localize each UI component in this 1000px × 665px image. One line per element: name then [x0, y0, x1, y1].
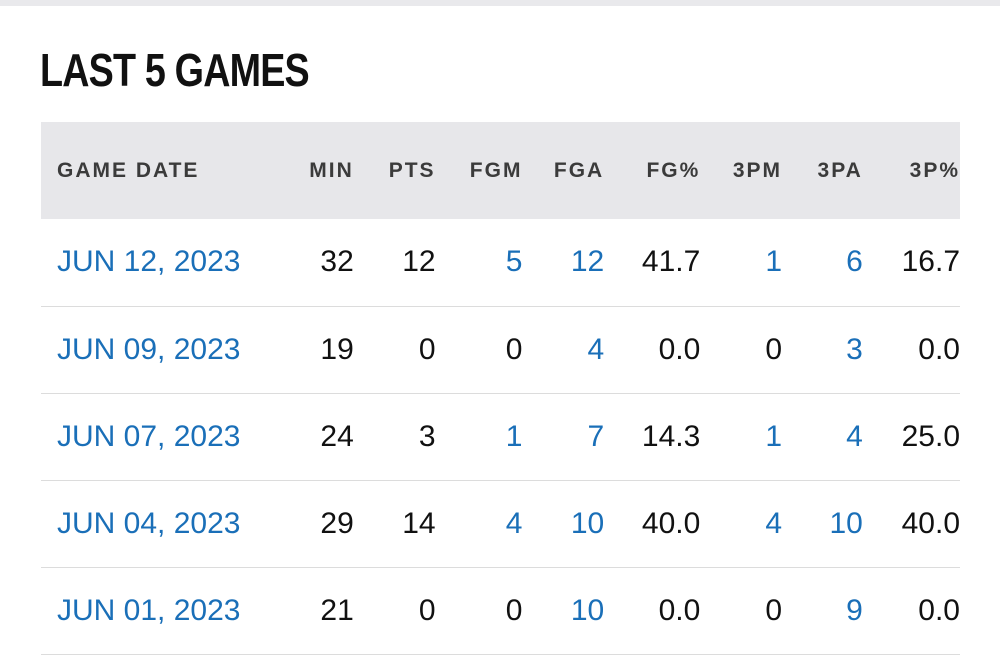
cell-fg-pct: 41.7 — [641, 245, 701, 279]
cell-3p-pct: 0.0 — [918, 332, 960, 366]
table-row: JUN 12, 2023 32 12 5 12 41.7 1 6 16.7 — [41, 219, 960, 306]
fga-link[interactable]: 12 — [570, 245, 605, 279]
3pm-link[interactable]: 1 — [765, 245, 783, 279]
3pa-link[interactable]: 9 — [846, 593, 863, 627]
section-title: LAST 5 GAMES — [40, 44, 310, 96]
cell-3pm: 0 — [765, 593, 783, 627]
3pm-link[interactable]: 4 — [765, 506, 783, 540]
header-min[interactable]: MIN — [309, 158, 354, 182]
header-row: GAME DATE MIN PTS FGM FGA FG% 3PM 3PA 3P… — [41, 122, 960, 219]
table-header: GAME DATE MIN PTS FGM FGA FG% 3PM 3PA 3P… — [41, 122, 960, 219]
fgm-link[interactable]: 4 — [505, 506, 523, 540]
cell-pts: 0 — [418, 593, 436, 627]
header-3pa[interactable]: 3PA — [817, 158, 863, 182]
cell-3p-pct: 25.0 — [901, 419, 960, 453]
game-date-link[interactable]: JUN 01, 2023 — [57, 593, 241, 627]
3pa-link[interactable]: 4 — [846, 419, 863, 453]
cell-3pm: 0 — [765, 332, 783, 366]
table-row: JUN 04, 2023 29 14 4 10 40.0 4 10 40.0 — [41, 480, 960, 567]
table-row: JUN 07, 2023 24 3 1 7 14.3 1 4 25.0 — [41, 393, 960, 480]
3pa-link[interactable]: 10 — [829, 506, 863, 540]
header-fg-pct[interactable]: FG% — [646, 158, 701, 182]
game-date-link[interactable]: JUN 12, 2023 — [57, 245, 241, 279]
cell-min: 32 — [320, 245, 354, 279]
cell-pts: 3 — [418, 419, 436, 453]
header-fga[interactable]: FGA — [553, 158, 605, 182]
cell-fg-pct: 14.3 — [641, 419, 701, 453]
cell-min: 19 — [320, 332, 354, 366]
fgm-link[interactable]: 5 — [505, 245, 523, 279]
cell-fg-pct: 0.0 — [658, 332, 701, 366]
fga-link[interactable]: 4 — [587, 332, 605, 366]
last-games-table: GAME DATE MIN PTS FGM FGA FG% 3PM 3PA 3P… — [41, 122, 960, 655]
game-date-link[interactable]: JUN 09, 2023 — [57, 332, 241, 366]
cell-fg-pct: 0.0 — [658, 593, 701, 627]
header-game-date[interactable]: GAME DATE — [57, 158, 200, 182]
cell-pts: 12 — [402, 245, 436, 279]
fga-link[interactable]: 10 — [570, 506, 605, 540]
cell-min: 21 — [320, 593, 354, 627]
cell-3p-pct: 40.0 — [901, 506, 960, 540]
game-date-link[interactable]: JUN 04, 2023 — [57, 506, 241, 540]
cell-fgm: 0 — [505, 332, 523, 366]
cell-min: 24 — [320, 419, 354, 453]
cell-pts: 0 — [418, 332, 436, 366]
header-fgm[interactable]: FGM — [469, 158, 523, 182]
cell-3p-pct: 0.0 — [918, 593, 960, 627]
header-3pm[interactable]: 3PM — [732, 158, 783, 182]
cell-fgm: 0 — [505, 593, 523, 627]
cell-pts: 14 — [402, 506, 436, 540]
top-divider — [0, 0, 1000, 6]
table-row: JUN 01, 2023 21 0 0 10 0.0 0 9 0.0 — [41, 567, 960, 654]
3pa-link[interactable]: 3 — [846, 332, 863, 366]
3pa-link[interactable]: 6 — [846, 245, 863, 279]
header-pts[interactable]: PTS — [388, 158, 436, 182]
table-body: JUN 12, 2023 32 12 5 12 41.7 1 6 16.7 JU… — [41, 219, 960, 654]
cell-min: 29 — [320, 506, 354, 540]
cell-fg-pct: 40.0 — [641, 506, 701, 540]
table-row: JUN 09, 2023 19 0 0 4 0.0 0 3 0.0 — [41, 306, 960, 393]
fga-link[interactable]: 10 — [570, 593, 605, 627]
cell-3p-pct: 16.7 — [901, 245, 960, 279]
game-date-link[interactable]: JUN 07, 2023 — [57, 419, 241, 453]
fga-link[interactable]: 7 — [587, 419, 605, 453]
3pm-link[interactable]: 1 — [765, 419, 783, 453]
fgm-link[interactable]: 1 — [505, 419, 523, 453]
header-3p-pct[interactable]: 3P% — [909, 158, 960, 182]
